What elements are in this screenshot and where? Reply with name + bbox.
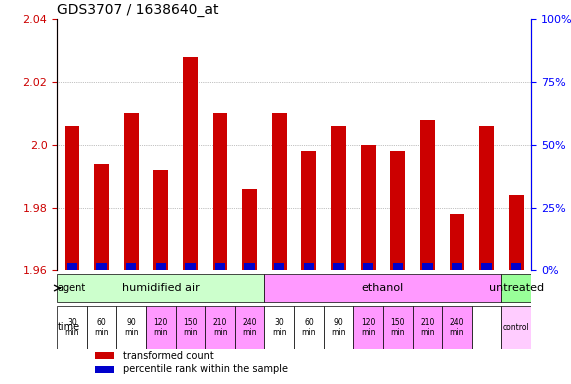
Bar bbox=[333, 263, 344, 270]
Bar bbox=[331, 126, 346, 270]
Bar bbox=[244, 263, 255, 270]
Text: time: time bbox=[58, 322, 80, 332]
FancyBboxPatch shape bbox=[383, 306, 412, 349]
Bar bbox=[391, 151, 405, 270]
Bar bbox=[509, 195, 524, 270]
FancyBboxPatch shape bbox=[87, 306, 116, 349]
FancyBboxPatch shape bbox=[235, 306, 264, 349]
Text: 90
min: 90 min bbox=[124, 318, 138, 337]
FancyBboxPatch shape bbox=[205, 306, 235, 349]
Bar bbox=[154, 170, 168, 270]
Bar bbox=[95, 352, 114, 359]
Bar bbox=[511, 263, 521, 270]
Bar bbox=[215, 263, 225, 270]
Text: agent: agent bbox=[58, 283, 86, 293]
FancyBboxPatch shape bbox=[472, 306, 501, 349]
Bar bbox=[392, 263, 403, 270]
FancyBboxPatch shape bbox=[264, 306, 294, 349]
Bar bbox=[95, 366, 114, 373]
FancyBboxPatch shape bbox=[176, 306, 205, 349]
FancyBboxPatch shape bbox=[57, 306, 87, 349]
Text: GDS3707 / 1638640_at: GDS3707 / 1638640_at bbox=[57, 3, 219, 17]
Bar bbox=[301, 151, 316, 270]
FancyBboxPatch shape bbox=[324, 306, 353, 349]
Bar bbox=[304, 263, 314, 270]
Text: control: control bbox=[503, 323, 529, 332]
Text: 210
min: 210 min bbox=[420, 318, 435, 337]
Text: 120
min: 120 min bbox=[154, 318, 168, 337]
Bar bbox=[363, 263, 373, 270]
FancyBboxPatch shape bbox=[116, 306, 146, 349]
FancyBboxPatch shape bbox=[57, 274, 264, 302]
Bar bbox=[67, 263, 77, 270]
Bar bbox=[183, 57, 198, 270]
Bar bbox=[422, 263, 433, 270]
Bar bbox=[94, 164, 109, 270]
FancyBboxPatch shape bbox=[412, 306, 442, 349]
FancyBboxPatch shape bbox=[501, 306, 531, 349]
FancyBboxPatch shape bbox=[442, 306, 472, 349]
Bar bbox=[449, 214, 464, 270]
Bar bbox=[479, 126, 494, 270]
Bar bbox=[212, 113, 227, 270]
Text: percentile rank within the sample: percentile rank within the sample bbox=[123, 364, 288, 374]
Bar bbox=[272, 113, 287, 270]
FancyBboxPatch shape bbox=[264, 274, 501, 302]
Bar bbox=[96, 263, 107, 270]
Bar bbox=[481, 263, 492, 270]
Bar bbox=[361, 145, 376, 270]
Text: 240
min: 240 min bbox=[450, 318, 464, 337]
Bar bbox=[242, 189, 257, 270]
Text: 60
min: 60 min bbox=[301, 318, 316, 337]
Text: 150
min: 150 min bbox=[183, 318, 198, 337]
Text: 60
min: 60 min bbox=[94, 318, 109, 337]
Text: untreated: untreated bbox=[489, 283, 544, 293]
Bar bbox=[65, 126, 79, 270]
Text: 90
min: 90 min bbox=[331, 318, 346, 337]
Text: 240
min: 240 min bbox=[242, 318, 257, 337]
Text: 30
min: 30 min bbox=[65, 318, 79, 337]
FancyBboxPatch shape bbox=[353, 306, 383, 349]
Bar bbox=[155, 263, 166, 270]
FancyBboxPatch shape bbox=[294, 306, 324, 349]
Text: 210
min: 210 min bbox=[213, 318, 227, 337]
Bar bbox=[185, 263, 196, 270]
Bar bbox=[452, 263, 462, 270]
Bar bbox=[126, 263, 136, 270]
Text: transformed count: transformed count bbox=[123, 351, 214, 361]
FancyBboxPatch shape bbox=[146, 306, 176, 349]
Text: 150
min: 150 min bbox=[391, 318, 405, 337]
Bar bbox=[124, 113, 139, 270]
Text: 30
min: 30 min bbox=[272, 318, 287, 337]
FancyBboxPatch shape bbox=[501, 274, 531, 302]
Bar bbox=[274, 263, 284, 270]
Text: ethanol: ethanol bbox=[362, 283, 404, 293]
Text: humidified air: humidified air bbox=[122, 283, 200, 293]
Text: 120
min: 120 min bbox=[361, 318, 375, 337]
Bar bbox=[420, 120, 435, 270]
